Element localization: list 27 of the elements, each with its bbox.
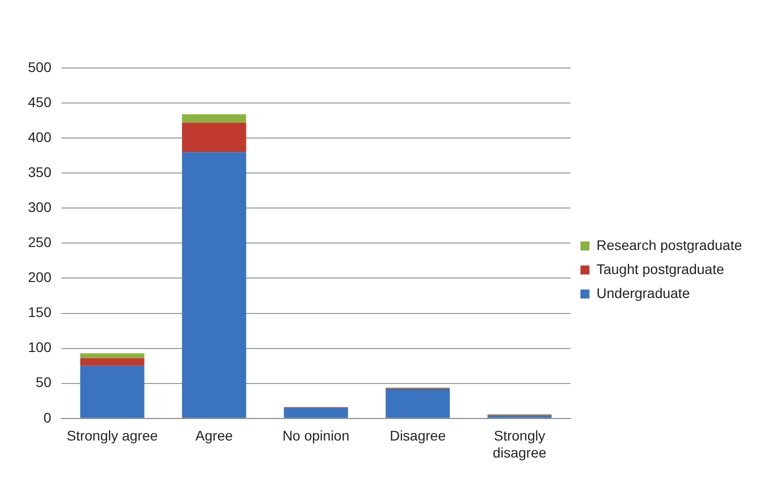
y-tick-label: 350 <box>28 164 52 180</box>
bar <box>80 366 144 418</box>
bar <box>182 114 246 123</box>
y-tick-label: 400 <box>28 128 52 145</box>
x-tick-label: Disagree <box>390 428 446 444</box>
y-tick-label: 300 <box>28 199 52 216</box>
y-tick-label: 450 <box>28 94 52 110</box>
bar <box>80 353 144 358</box>
bar <box>284 408 348 418</box>
legend-label: Undergraduate <box>596 284 690 301</box>
y-tick-label: 100 <box>28 339 52 356</box>
bar <box>182 122 246 152</box>
x-tick-label: Strongly disagree <box>492 428 547 460</box>
x-tick-label: Strongly agree <box>66 428 158 444</box>
y-tick-label: 500 <box>28 58 52 75</box>
legend-label: Research postgraduate <box>596 236 742 253</box>
y-tick-label: 250 <box>28 234 52 250</box>
legend-label: Taught postgraduate <box>596 260 724 277</box>
bar <box>182 152 246 418</box>
y-tick-label: 50 <box>36 374 52 390</box>
y-tick-label: 150 <box>28 304 52 320</box>
y-tick-label: 200 <box>28 269 52 286</box>
x-tick-label: Agree <box>195 428 233 444</box>
y-tick-label: 0 <box>44 409 52 426</box>
bar <box>386 388 450 418</box>
x-tick-label: No opinion <box>282 428 350 444</box>
bar <box>80 358 144 366</box>
